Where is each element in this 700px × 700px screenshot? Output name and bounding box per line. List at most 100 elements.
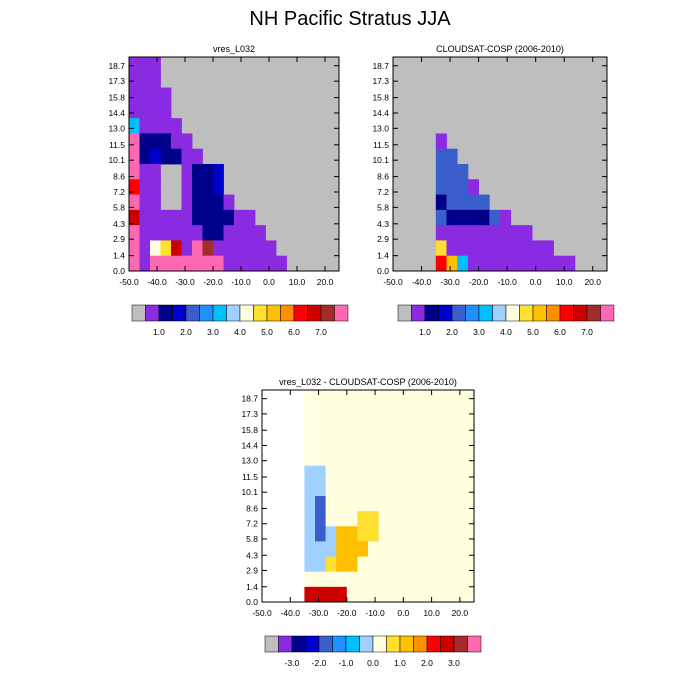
heatmap-cell [346, 435, 358, 451]
heatmap-cell [389, 526, 401, 542]
heatmap-cell [234, 240, 245, 257]
colorbar-box [467, 635, 482, 653]
heatmap-cell [336, 480, 348, 497]
heatmap-cell [357, 480, 369, 497]
colorbar-label: 6.0 [288, 327, 300, 337]
heatmap-cell [500, 209, 512, 226]
heatmap-cell [463, 390, 475, 406]
heatmap-cell [421, 435, 432, 451]
heatmap-cell [421, 390, 432, 406]
y-tick-label: 11.5 [109, 140, 125, 150]
colorbar-box [293, 304, 308, 322]
heatmap-cell [346, 496, 358, 512]
heatmap-cell [357, 405, 369, 421]
heatmap-cell [325, 541, 337, 557]
heatmap-cell [150, 209, 161, 226]
heatmap-cell [431, 465, 443, 482]
heatmap-cell [457, 209, 469, 226]
heatmap-cell [129, 194, 140, 211]
colorbar-box [411, 304, 426, 322]
x-tick-label: -30.0 [175, 277, 195, 287]
heatmap-cell [234, 255, 245, 272]
heatmap-cell [421, 526, 432, 542]
heatmap-cell [315, 405, 326, 421]
heatmap-cell [463, 420, 475, 436]
colorbar-box [280, 304, 295, 322]
colorbar-box [573, 304, 588, 322]
heatmap-cell [192, 255, 203, 272]
heatmap-cell [150, 57, 161, 73]
y-tick-label: 13.0 [372, 123, 389, 133]
heatmap-cell [457, 240, 469, 257]
heatmap-cell [368, 556, 379, 573]
heatmap-cell [378, 435, 390, 451]
x-tick-label: -10.0 [231, 277, 251, 287]
x-tick-label: -50.0 [252, 608, 272, 618]
y-tick-label: 7.2 [113, 187, 125, 197]
y-tick-label: 11.5 [373, 140, 389, 150]
x-tick-label: -10.0 [365, 608, 385, 618]
colorbar-box [424, 304, 439, 322]
heatmap-cell [431, 511, 443, 527]
heatmap-cell [410, 435, 422, 451]
heatmap-cell [325, 390, 337, 406]
y-tick-label: 5.8 [113, 202, 125, 212]
y-tick-label: 7.2 [246, 519, 258, 529]
heatmap-cell [315, 556, 326, 573]
heatmap-cell [478, 194, 490, 211]
heatmap-cell [304, 541, 316, 557]
x-tick-label: -30.0 [309, 608, 329, 618]
heatmap-cell [467, 240, 479, 257]
heatmap-cell [452, 526, 464, 542]
heatmap-cell [463, 465, 475, 482]
heatmap-cell [389, 571, 401, 588]
heatmap-cell [442, 556, 454, 573]
heatmap-cell [467, 209, 479, 226]
heatmap-cell [500, 240, 512, 257]
y-tick-label: 4.3 [246, 550, 258, 560]
heatmap-cell [378, 420, 390, 436]
heatmap-cell [532, 240, 544, 257]
heatmap-cell [304, 420, 316, 436]
x-tick-label: 20.0 [317, 277, 334, 287]
plot-frame [128, 56, 340, 272]
heatmap-cell [255, 255, 266, 272]
heatmap-cell [368, 586, 379, 603]
heatmap-cell [378, 465, 390, 482]
heatmap-cell [368, 465, 379, 482]
heatmap-cell [304, 556, 316, 573]
heatmap-cell [346, 420, 358, 436]
heatmap-cell [389, 465, 401, 482]
colorbar-box [320, 304, 335, 322]
x-tick-label: -20.0 [469, 277, 489, 287]
heatmap-cell [150, 194, 161, 211]
heatmap-cell [521, 225, 533, 241]
heatmap-cell [368, 435, 379, 451]
y-tick-label: 2.9 [113, 234, 125, 244]
x-tick-label: 10.0 [556, 277, 573, 287]
heatmap-cell [421, 511, 432, 527]
heatmap-cell [368, 571, 379, 588]
heatmap-cell [304, 480, 316, 497]
heatmap-cell [431, 556, 443, 573]
heatmap-cell [399, 480, 411, 497]
heatmap-cell [463, 556, 475, 573]
y-tick-label: 18.7 [241, 394, 258, 404]
heatmap-cell [325, 435, 337, 451]
panel-title: vres_L032 - CLOUDSAT-COSP (2006-2010) [279, 377, 457, 387]
heatmap-cell [192, 225, 203, 241]
colorbar-label: 3.0 [448, 658, 460, 668]
heatmap-cell [304, 405, 316, 421]
heatmap-cell [315, 420, 326, 436]
heatmap-cell [399, 556, 411, 573]
y-tick-label: 15.8 [241, 425, 258, 435]
x-tick-label: -20.0 [203, 277, 223, 287]
heatmap-cell [457, 179, 469, 195]
heatmap-cell [452, 496, 464, 512]
heatmap-cell [202, 194, 214, 211]
heatmap-cell [171, 240, 182, 257]
heatmap-cell [129, 57, 140, 73]
heatmap-cell [304, 571, 316, 588]
colorbar-label: -3.0 [285, 658, 300, 668]
panel-vres-l032: vres_L032 -50.0 -40.0 -30.0 -20.0 -10.0 0.0 10.… [108, 44, 349, 337]
